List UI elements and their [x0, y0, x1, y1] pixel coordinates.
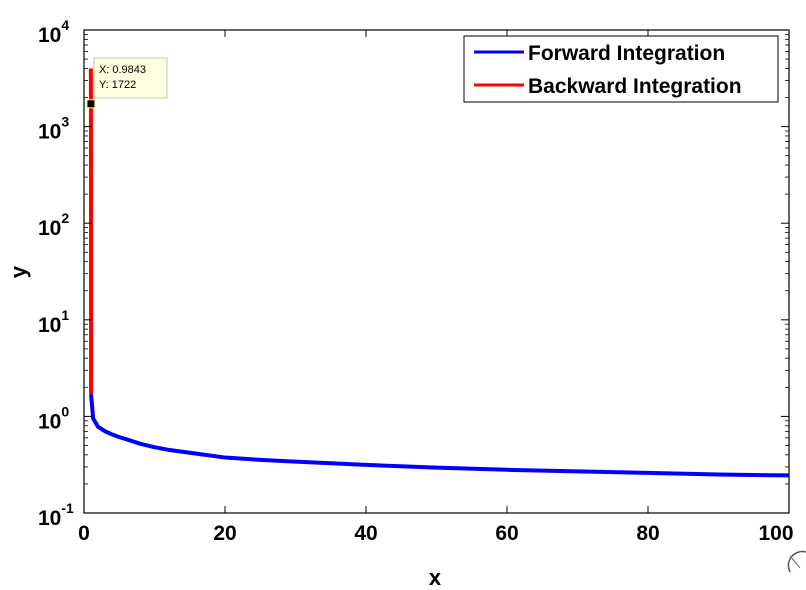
y-tick-label: 10-1 — [38, 500, 74, 530]
plot-area — [88, 68, 790, 478]
x-tick-label: 80 — [636, 522, 659, 545]
x-tick-label: 0 — [78, 522, 90, 545]
datatip[interactable]: X: 0.9843 Y: 1722 — [86, 57, 168, 109]
corner-arc-decoration — [787, 550, 806, 573]
axes: 0 20 40 60 80 100 10-1 100 101 102 103 104 — [38, 17, 794, 545]
y-tick-label: 104 — [38, 17, 69, 47]
axes-box — [83, 29, 790, 514]
x-tick-label: 60 — [495, 522, 518, 545]
legend-box — [463, 35, 779, 103]
legend-label-backward-integration: Backward Integration — [528, 75, 742, 98]
datatip-marker[interactable] — [86, 99, 96, 109]
x-tick-label: 40 — [354, 522, 377, 545]
datatip-box — [93, 57, 168, 99]
legend: Forward Integration Backward Integration — [463, 35, 779, 103]
legend-label-forward-integration: Forward Integration — [528, 42, 725, 65]
y-tick-label: 101 — [38, 307, 69, 337]
datatip-y-text: Y: 1722 — [99, 79, 136, 91]
y-tick-label: 103 — [38, 114, 69, 144]
datatip-x-text: X: 0.9843 — [99, 64, 146, 76]
y-tick-label: 100 — [38, 403, 69, 433]
y-tick-label: 102 — [38, 210, 69, 240]
y-axis-label: y — [6, 265, 31, 278]
x-axis-label: x — [429, 565, 442, 590]
x-tick-label: 20 — [213, 522, 236, 545]
x-tick-label: 100 — [758, 522, 793, 545]
series-line-forward-integration — [89, 393, 790, 478]
corner-arc-decoration-2 — [789, 555, 801, 569]
